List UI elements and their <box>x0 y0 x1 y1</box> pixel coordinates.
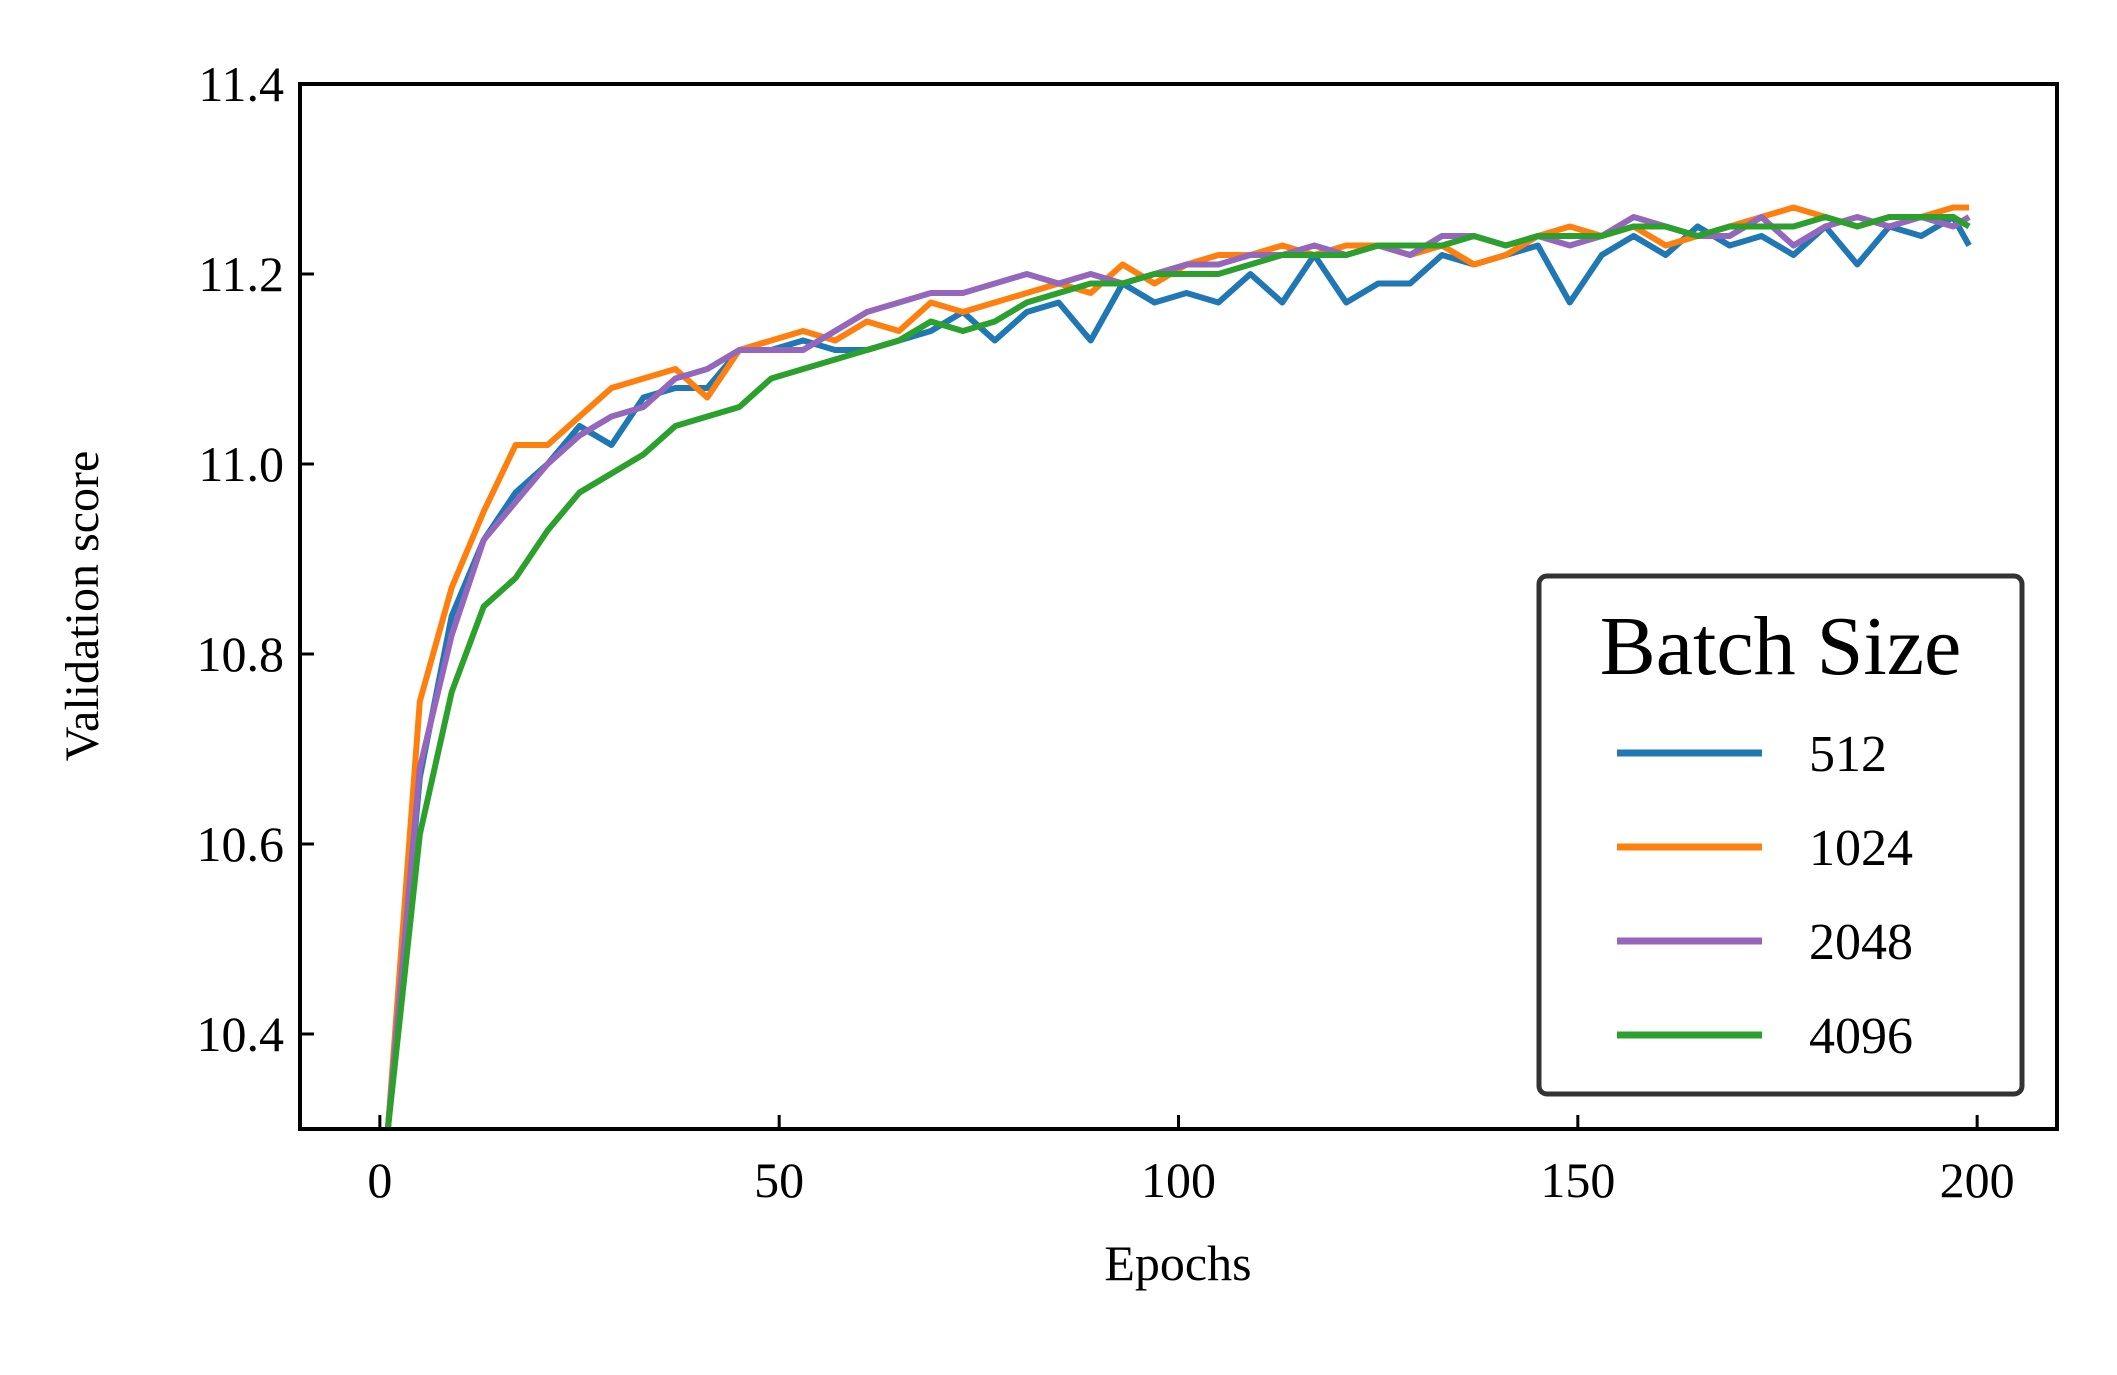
x-tick-label: 50 <box>754 1152 804 1208</box>
y-axis-label: Validation score <box>56 451 109 762</box>
legend-label: 512 <box>1809 726 1887 783</box>
legend-label: 2048 <box>1809 914 1913 971</box>
x-tick-label: 150 <box>1540 1152 1615 1208</box>
x-tick-label: 200 <box>1940 1152 2015 1208</box>
x-tick-label: 0 <box>367 1152 392 1208</box>
x-tick-label: 100 <box>1141 1152 1216 1208</box>
plot-lines <box>384 204 1972 1129</box>
legend-label: 1024 <box>1809 820 1913 877</box>
legend-label: 4096 <box>1809 1008 1913 1065</box>
y-tick-label: 10.6 <box>197 816 285 872</box>
x-axis-label: Epochs <box>1104 1235 1251 1291</box>
plot-frame <box>298 82 2059 1131</box>
y-tick-label: 11.4 <box>198 56 284 112</box>
legend-title: Batch Size <box>1600 600 1962 693</box>
y-tick-label: 11.0 <box>198 436 284 492</box>
legend-box <box>1536 573 2025 1097</box>
y-tick-label: 10.8 <box>197 626 285 682</box>
series-line <box>384 214 1971 1129</box>
y-tick-label: 10.4 <box>197 1006 285 1062</box>
series-line <box>384 214 1971 1129</box>
y-tick-label: 11.2 <box>198 246 284 302</box>
